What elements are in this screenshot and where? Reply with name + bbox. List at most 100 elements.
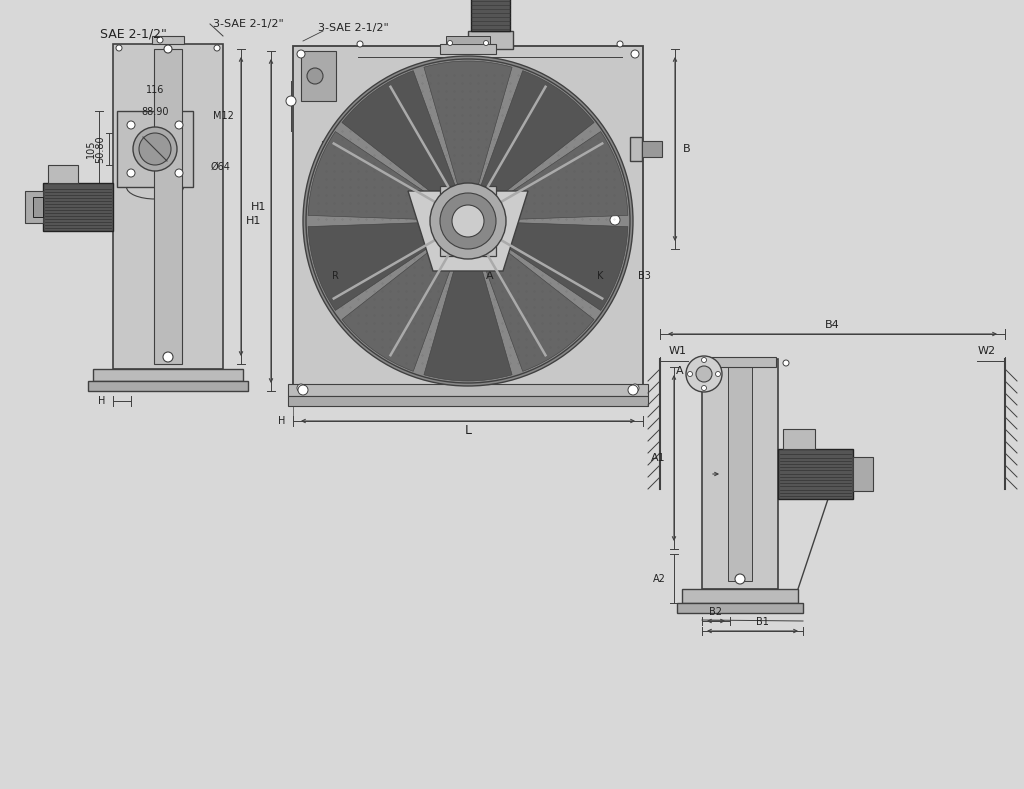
Circle shape <box>617 251 623 257</box>
Bar <box>440 44 496 54</box>
Wedge shape <box>342 234 461 372</box>
Text: 3-SAE 2-1/2": 3-SAE 2-1/2" <box>317 23 388 33</box>
Circle shape <box>307 68 323 84</box>
Text: H: H <box>278 416 285 426</box>
Polygon shape <box>408 191 528 271</box>
Circle shape <box>157 37 163 43</box>
Circle shape <box>357 251 362 257</box>
Circle shape <box>610 215 620 225</box>
Circle shape <box>430 183 506 259</box>
Text: R: R <box>332 271 339 281</box>
Bar <box>288 396 648 406</box>
Bar <box>350 49 630 249</box>
Text: 88.90: 88.90 <box>141 107 169 117</box>
Circle shape <box>214 45 220 51</box>
Text: H1: H1 <box>246 216 261 226</box>
Bar <box>728 367 752 581</box>
Wedge shape <box>424 240 512 381</box>
Circle shape <box>447 40 453 46</box>
Bar <box>152 36 184 44</box>
Bar <box>25 191 43 223</box>
Circle shape <box>116 45 122 51</box>
Text: B2: B2 <box>710 607 723 617</box>
Circle shape <box>701 357 707 362</box>
Bar <box>605 211 625 229</box>
Text: L: L <box>465 424 471 436</box>
Bar <box>446 36 490 44</box>
Circle shape <box>783 360 790 366</box>
Bar <box>440 186 496 256</box>
Circle shape <box>175 121 183 129</box>
Text: A: A <box>486 271 494 281</box>
Circle shape <box>303 56 633 386</box>
Circle shape <box>701 386 707 391</box>
Circle shape <box>139 133 171 165</box>
Circle shape <box>297 384 305 392</box>
Text: M12: M12 <box>213 111 233 121</box>
Bar <box>301 51 336 101</box>
Bar <box>853 457 873 491</box>
Bar <box>93 369 243 381</box>
Bar <box>682 589 798 603</box>
Wedge shape <box>484 222 628 310</box>
Circle shape <box>175 169 183 177</box>
Text: A2: A2 <box>653 574 666 584</box>
Circle shape <box>707 359 713 365</box>
Circle shape <box>133 127 177 171</box>
Bar <box>702 359 778 589</box>
Text: B3: B3 <box>638 271 651 281</box>
Bar <box>117 111 193 187</box>
Text: H: H <box>97 396 105 406</box>
Bar <box>293 46 643 396</box>
Text: A1: A1 <box>651 453 666 463</box>
Circle shape <box>452 205 484 237</box>
Text: Ø64: Ø64 <box>211 162 230 172</box>
Circle shape <box>127 121 135 129</box>
Wedge shape <box>308 132 452 220</box>
Circle shape <box>483 40 488 46</box>
Circle shape <box>716 372 721 376</box>
Text: B1: B1 <box>756 617 768 627</box>
Bar <box>48 165 78 183</box>
Text: A: A <box>677 366 684 376</box>
Bar <box>322 141 332 157</box>
Bar <box>642 141 662 157</box>
Bar <box>43 183 113 231</box>
Text: 105: 105 <box>86 140 96 159</box>
Text: 116: 116 <box>145 85 164 95</box>
Circle shape <box>735 574 745 584</box>
Bar <box>288 384 648 396</box>
Text: K: K <box>597 271 603 281</box>
Bar <box>778 449 853 499</box>
Bar <box>332 134 350 164</box>
Text: W1: W1 <box>669 346 687 356</box>
Wedge shape <box>424 61 512 202</box>
Wedge shape <box>484 132 628 220</box>
Circle shape <box>286 96 296 106</box>
Text: H1: H1 <box>251 202 266 212</box>
Circle shape <box>686 356 722 392</box>
Circle shape <box>127 169 135 177</box>
Bar <box>630 137 642 161</box>
Wedge shape <box>342 71 461 208</box>
Bar <box>33 197 43 217</box>
Bar <box>468 31 513 49</box>
Bar <box>783 429 815 449</box>
Circle shape <box>357 41 362 47</box>
Circle shape <box>687 372 692 376</box>
Circle shape <box>440 193 496 249</box>
Circle shape <box>163 352 173 362</box>
Circle shape <box>617 41 623 47</box>
Text: B: B <box>683 144 690 154</box>
Circle shape <box>298 385 308 395</box>
Wedge shape <box>308 222 452 310</box>
Circle shape <box>297 50 305 58</box>
Text: 50.80: 50.80 <box>95 135 105 163</box>
Text: SAE 2-1/2": SAE 2-1/2" <box>100 28 167 40</box>
Bar <box>677 603 803 613</box>
Text: B4: B4 <box>824 320 840 330</box>
Circle shape <box>631 384 639 392</box>
Bar <box>471 0 510 31</box>
Bar <box>154 49 182 364</box>
Circle shape <box>164 45 172 53</box>
